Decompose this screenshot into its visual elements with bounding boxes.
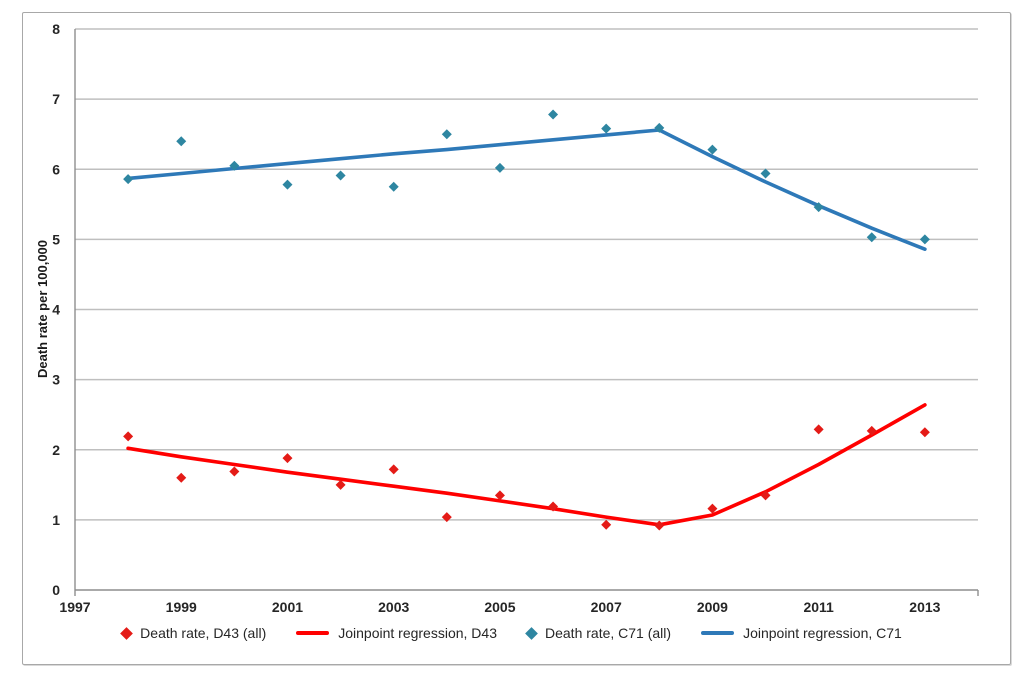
data-point-d43-scatter-2013 [919, 427, 930, 438]
x-tick-label: 2007 [591, 599, 622, 615]
data-point-c71-scatter-2011 [813, 202, 824, 213]
x-tick-label: 2011 [803, 599, 834, 615]
x-tick-label: 2001 [272, 599, 303, 615]
legend-label: Joinpoint regression, C71 [743, 625, 902, 641]
data-point-d43-scatter-2012 [866, 425, 877, 436]
data-point-c71-scatter-2009 [707, 144, 718, 155]
y-axis-title: Death rate per 100,000 [35, 240, 50, 378]
x-tick-label: 2003 [378, 599, 409, 615]
data-point-c71-scatter-2004 [441, 129, 452, 140]
diamond-marker-icon [525, 626, 538, 640]
data-point-d43-scatter-2008 [654, 520, 665, 531]
legend-label: Death rate, D43 (all) [140, 625, 267, 641]
data-point-c71-scatter-2010 [760, 168, 771, 179]
y-tick-label: 4 [52, 302, 60, 318]
data-point-d43-scatter-2011 [813, 424, 824, 435]
legend-item-death-rate-c71: Death rate, C71 (all) [525, 625, 672, 641]
legend-label: Joinpoint regression, D43 [338, 625, 497, 641]
data-point-d43-scatter-2001 [282, 453, 293, 464]
diamond-marker-icon [120, 626, 134, 640]
legend-item-joinpoint-d43: Joinpoint regression, D43 [296, 626, 497, 640]
data-point-d43-scatter-2009 [707, 503, 718, 514]
data-point-c71-scatter-2008 [654, 122, 665, 133]
y-tick-label: 1 [52, 512, 60, 528]
legend-label: Death rate, C71 (all) [545, 625, 672, 641]
data-point-c71-scatter-2003 [388, 181, 399, 192]
data-point-c71-scatter-2012 [866, 232, 877, 243]
data-point-d43-scatter-2010 [760, 490, 771, 501]
data-point-d43-scatter-2005 [494, 490, 505, 501]
y-tick-label: 7 [52, 91, 60, 107]
y-tick-label: 0 [52, 582, 60, 598]
y-tick-label: 6 [52, 161, 60, 177]
data-point-d43-scatter-2002 [335, 479, 346, 490]
data-point-c71-scatter-2005 [494, 162, 505, 173]
legend-item-death-rate-d43: Death rate, D43 (all) [120, 625, 267, 641]
data-point-c71-scatter-2001 [282, 179, 293, 190]
data-point-d43-scatter-2003 [388, 464, 399, 475]
x-tick-label: 1997 [59, 599, 90, 615]
line-marker-icon [296, 631, 330, 635]
data-point-d43-scatter-2007 [601, 519, 612, 530]
data-point-d43-scatter-1998 [123, 431, 134, 442]
data-point-c71-scatter-2007 [601, 123, 612, 134]
x-tick-label: 2013 [909, 599, 940, 615]
y-tick-label: 3 [52, 372, 60, 388]
x-tick-label: 2009 [697, 599, 728, 615]
y-tick-label: 5 [52, 231, 60, 247]
legend-item-joinpoint-c71: Joinpoint regression, C71 [701, 626, 902, 640]
data-point-d43-scatter-2000 [229, 466, 240, 477]
y-tick-label: 8 [52, 21, 60, 37]
data-point-d43-scatter-1999 [176, 472, 187, 483]
regression-line-d43-regression [126, 403, 927, 527]
line-marker-icon [701, 631, 735, 635]
chart-legend: Death rate, D43 (all) Joinpoint regressi… [0, 626, 1024, 640]
data-point-c71-scatter-1998 [123, 174, 134, 185]
x-tick-label: 1999 [166, 599, 197, 615]
data-point-c71-scatter-2013 [919, 234, 930, 245]
data-point-c71-scatter-2000 [229, 160, 240, 171]
data-point-c71-scatter-2006 [548, 109, 559, 120]
regression-line-c71-regression [126, 128, 927, 251]
data-point-d43-scatter-2006 [548, 501, 559, 512]
data-point-d43-scatter-2004 [441, 512, 452, 523]
x-tick-label: 2005 [484, 599, 515, 615]
y-tick-label: 2 [52, 442, 60, 458]
data-point-c71-scatter-2002 [335, 170, 346, 181]
data-point-c71-scatter-1999 [176, 136, 187, 147]
